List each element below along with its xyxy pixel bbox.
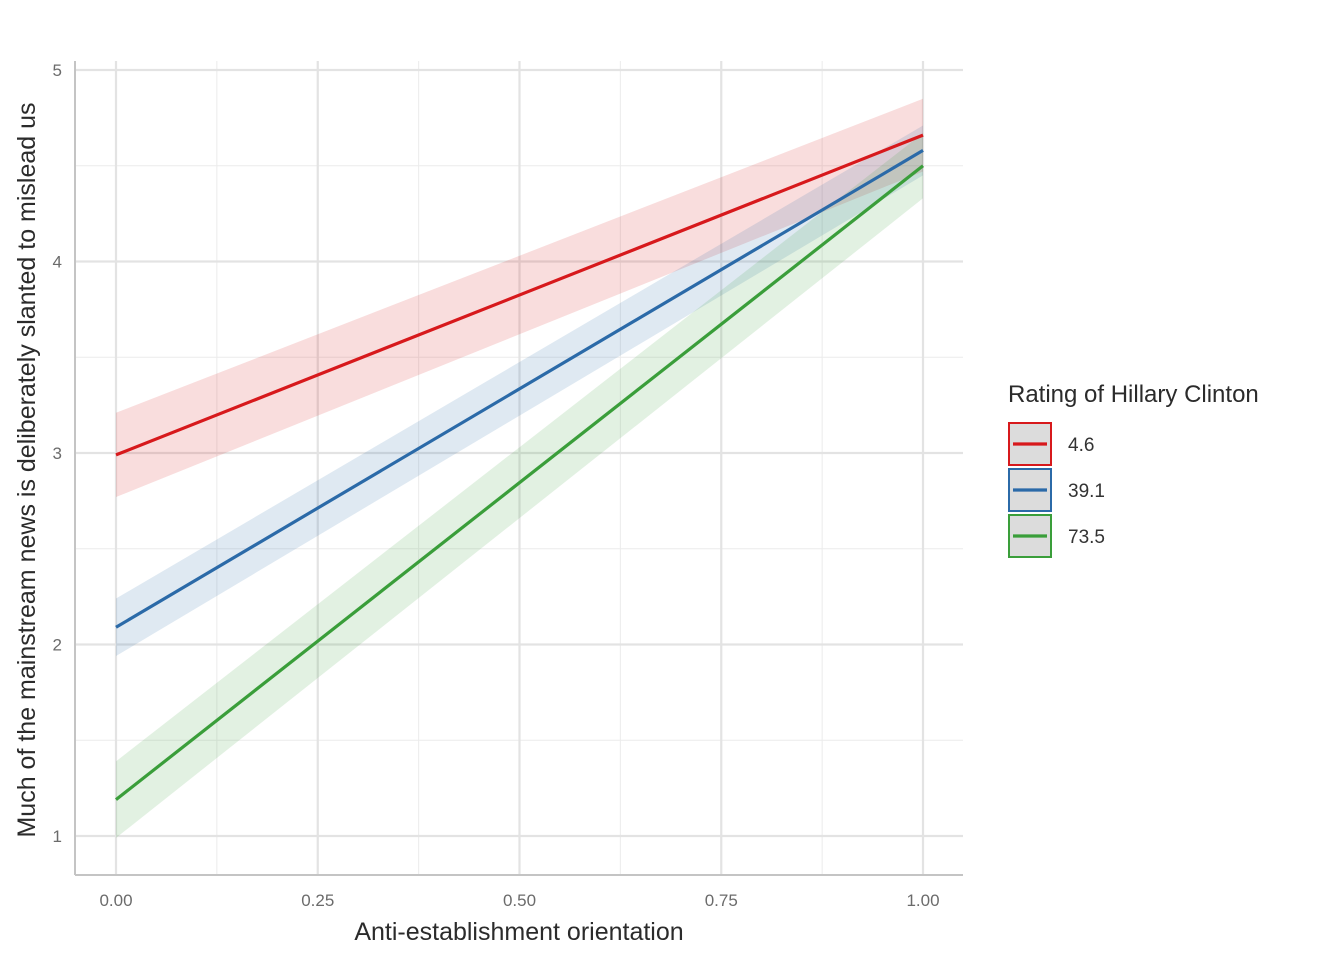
x-tick-label: 0.00 <box>99 891 132 910</box>
x-tick-labels: 0.00 0.25 0.50 0.75 1.00 <box>99 891 939 910</box>
series-line-4.6 <box>115 133 924 457</box>
series-line-73.5 <box>115 164 924 801</box>
grid-lines <box>75 61 963 875</box>
series-line-39.1 <box>115 149 924 629</box>
x-tick-label: 0.25 <box>301 891 334 910</box>
y-tick-label: 2 <box>53 636 62 655</box>
x-tick-label: 1.00 <box>906 891 939 910</box>
confidence-bands <box>116 98 923 838</box>
y-tick-labels: 1 2 3 4 5 <box>53 61 62 846</box>
x-axis-title: Anti-establishment orientation <box>354 918 683 946</box>
axes <box>74 61 963 876</box>
legend-title: Rating of Hillary Clinton <box>1008 381 1259 408</box>
y-axis-title: Much of the mainstream news is deliberat… <box>13 102 41 837</box>
legend-item-73.5: 73.5 <box>1008 514 1105 558</box>
y-tick-label: 3 <box>53 444 62 463</box>
y-tick-label: 1 <box>53 827 62 846</box>
x-tick-label: 0.75 <box>705 891 738 910</box>
legend-label: 73.5 <box>1068 527 1105 548</box>
confidence-band-73.5 <box>116 133 923 838</box>
legend-items: 4.6 39.1 73.5 <box>1008 422 1105 558</box>
x-tick-label: 0.50 <box>503 891 536 910</box>
legend-item-4.6: 4.6 <box>1008 422 1094 466</box>
series-lines <box>115 133 924 801</box>
legend-label: 39.1 <box>1068 481 1105 502</box>
legend-item-39.1: 39.1 <box>1008 468 1105 512</box>
legend: Rating of Hillary Clinton 4.6 39.1 73.5 <box>1008 381 1259 558</box>
y-tick-label: 4 <box>53 253 62 272</box>
y-tick-label: 5 <box>53 61 62 80</box>
confidence-band-4.6 <box>116 98 923 498</box>
confidence-band-39.1 <box>116 125 923 656</box>
legend-label: 4.6 <box>1068 435 1094 456</box>
